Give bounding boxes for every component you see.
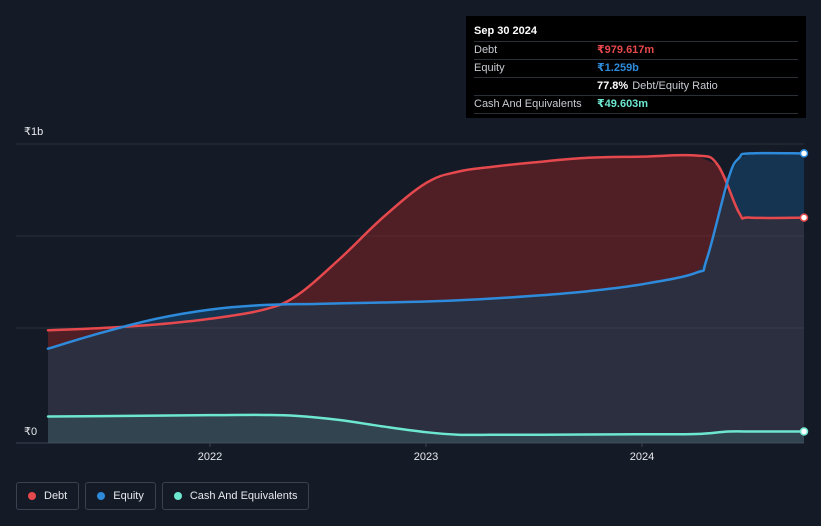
legend-equity-label: Equity: [113, 490, 144, 502]
equity-end-marker: [799, 149, 809, 158]
legend-item-debt[interactable]: Debt: [16, 482, 80, 510]
debt-line: [46, 153, 806, 332]
cash-end-marker: [799, 427, 809, 436]
legend-debt-label: Debt: [44, 490, 68, 502]
tooltip-ratio-caption: Debt/Equity Ratio: [632, 80, 718, 92]
legend-cash-label: Cash And Equivalents: [189, 490, 298, 502]
equity-line: [46, 151, 806, 350]
series-areas: [48, 153, 804, 443]
legend-item-equity[interactable]: Equity: [85, 482, 156, 510]
tooltip-ratio-value: 77.8%: [597, 80, 629, 92]
x-tick-label-2022: 2022: [198, 451, 222, 463]
y-tick-label-top: ₹1b: [24, 126, 43, 138]
x-tick-label-2023: 2023: [414, 451, 438, 463]
tooltip-row-equity: Equity ₹1.259b: [474, 59, 798, 77]
tooltip-debt-label: Debt: [474, 44, 498, 56]
base-area: [48, 188, 804, 443]
y-tick-label-zero: ₹0: [24, 426, 37, 438]
debt-area: [48, 153, 804, 349]
legend-item-cash[interactable]: Cash And Equivalents: [161, 482, 310, 510]
tooltip-row-debt: Debt ₹979.617m: [474, 41, 798, 59]
tooltip-row-ratio: 77.8% Debt/Equity Ratio: [474, 77, 798, 95]
x-tick-label-2024: 2024: [630, 451, 654, 463]
tooltip-ratio-label: [474, 78, 597, 95]
tooltip-debt-value: ₹979.617m: [597, 44, 655, 56]
debt-end-marker: [799, 213, 809, 222]
chart-legend: Debt Equity Cash And Equivalents: [16, 482, 310, 510]
tooltip-row-cash: Cash And Equivalents ₹49.603m: [474, 95, 798, 114]
end-markers: [799, 149, 809, 436]
tooltip-equity-value: ₹1.259b: [597, 62, 639, 74]
cash-line: [46, 413, 806, 437]
tooltip-equity-label: Equity: [474, 62, 505, 74]
data-tooltip: Sep 30 2024 Debt ₹979.617m Equity ₹1.259…: [466, 16, 806, 118]
series-lines: [46, 151, 806, 437]
tooltip-cash-value: ₹49.603m: [597, 98, 649, 110]
equity-dot-icon: [97, 492, 106, 500]
tooltip-cash-label: Cash And Equivalents: [474, 98, 582, 110]
cash-area: [48, 414, 804, 443]
cash-dot-icon: [173, 492, 182, 500]
debt-dot-icon: [28, 492, 36, 500]
tooltip-date: Sep 30 2024: [474, 25, 537, 37]
